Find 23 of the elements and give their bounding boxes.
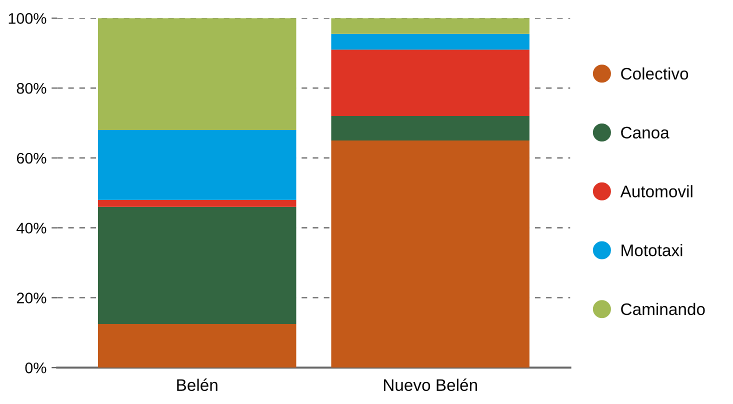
legend-label: Colectivo [621,67,688,80]
y-tick-label: 0% [25,362,46,374]
x-tick-label: Belén [177,378,218,391]
y-tick-label: 100% [8,13,46,24]
bar [331,34,530,50]
bar [331,18,530,34]
bar [98,324,296,368]
bar [331,50,530,116]
y-tick-label: 80% [16,82,46,94]
bar [98,200,296,207]
legend-label: Mototaxi [622,244,682,256]
legend-label: Canoa [621,126,670,139]
legend-label: Automovil [620,185,692,198]
bar [331,140,530,368]
legend-label: Caminando [621,302,705,316]
bar [98,18,296,130]
bar [98,130,296,200]
x-tick-label: Nuevo Belén [384,378,477,391]
bar [98,206,296,324]
y-tick-label: 40% [16,222,46,234]
y-tick-label: 20% [16,292,46,304]
bar [331,116,530,140]
y-tick-label: 60% [16,152,46,164]
